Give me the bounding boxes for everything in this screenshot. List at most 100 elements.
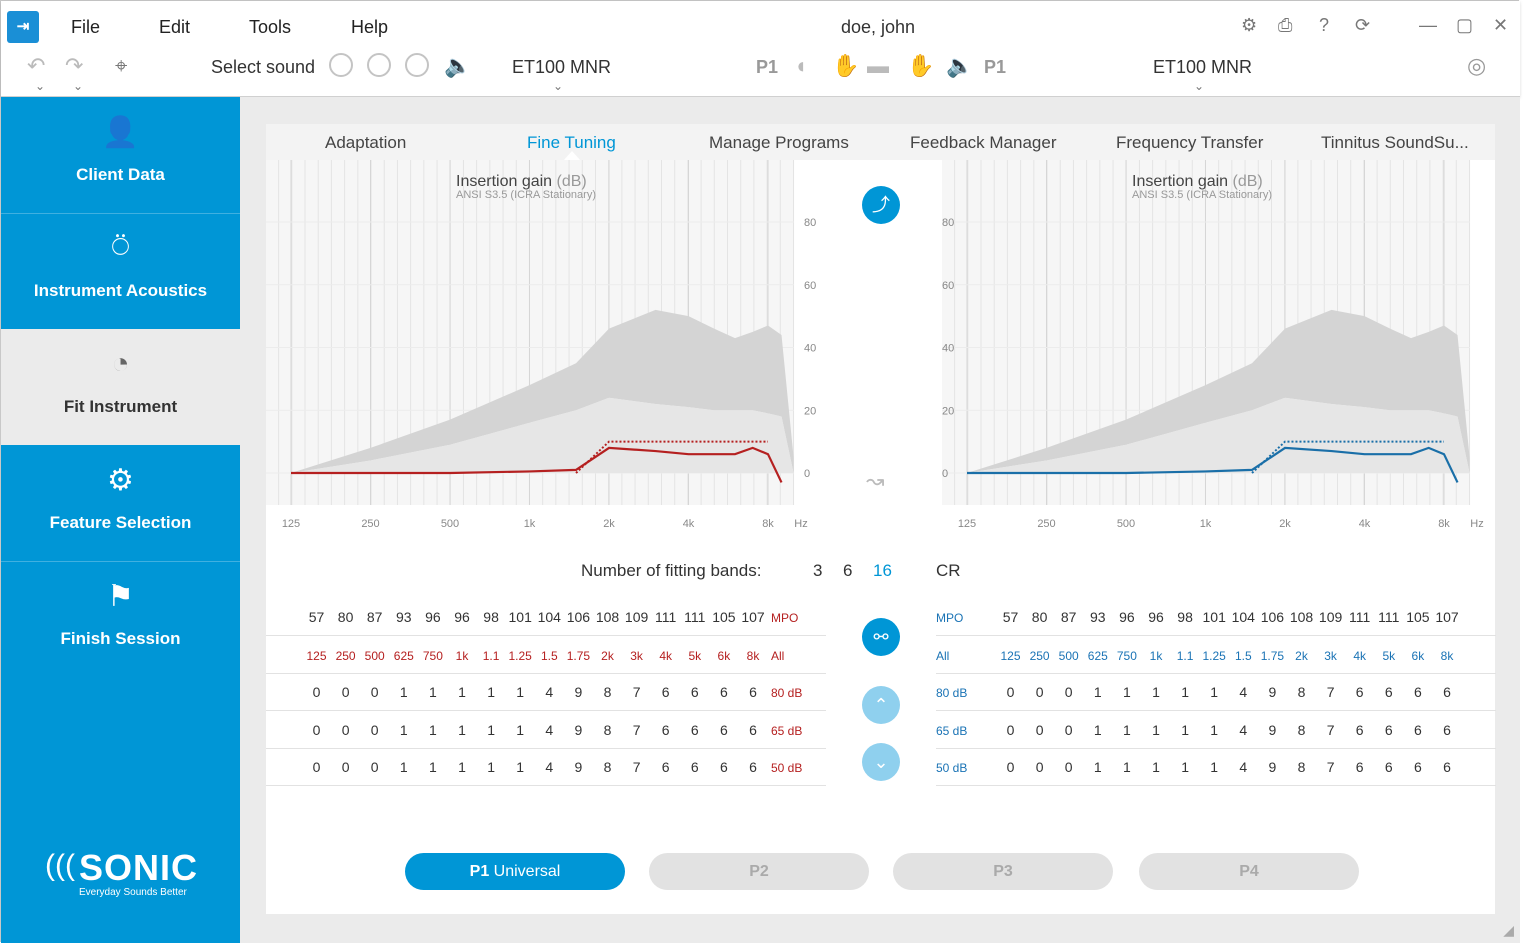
table-cell[interactable]: 1 — [1181, 759, 1189, 775]
row-label[interactable]: MPO — [936, 611, 964, 625]
fitting-band-16[interactable]: 16 — [873, 561, 892, 580]
row-label[interactable]: 50 dB — [936, 761, 968, 775]
table-cell[interactable]: 93 — [396, 609, 412, 625]
left-instrument-label[interactable]: ET100 MNR — [512, 57, 612, 77]
table-cell[interactable]: 106 — [1260, 609, 1285, 625]
table-cell[interactable]: 6 — [1413, 759, 1422, 775]
table-cell[interactable]: 1 — [1093, 759, 1102, 775]
table-cell[interactable]: 80 — [337, 609, 354, 625]
table-cell[interactable]: 104 — [1231, 609, 1255, 625]
table-cell[interactable]: 7 — [632, 721, 641, 738]
table-cell[interactable]: 625 — [393, 648, 414, 663]
redo-icon[interactable]: ↷ — [65, 53, 84, 78]
table-cell[interactable]: 6 — [749, 759, 757, 775]
program-button-p3[interactable]: P3 — [893, 853, 1113, 890]
tab-fine-tuning[interactable]: Fine Tuning — [527, 133, 616, 152]
table-cell[interactable]: 96 — [425, 609, 441, 625]
table-cell[interactable]: 6 — [1413, 721, 1422, 738]
table-cell[interactable]: 96 — [1148, 609, 1164, 625]
chart-view-button[interactable]: ⤴ — [862, 186, 900, 224]
fitting-band-3[interactable]: 3 — [813, 561, 823, 580]
maximize-icon[interactable]: ▢ — [1456, 15, 1474, 35]
right-insertion-gain-chart[interactable]: Insertion gain (dB)ANSI S3.5 (ICRA Stati… — [942, 160, 1502, 540]
table-cell[interactable]: 4 — [1239, 759, 1248, 775]
table-cell[interactable]: 96 — [454, 609, 470, 625]
table-cell[interactable]: 0 — [341, 721, 350, 738]
table-cell[interactable]: 6 — [1443, 721, 1451, 738]
table-cell[interactable]: 7 — [1326, 759, 1335, 775]
table-cell[interactable]: 1.5 — [1234, 648, 1252, 663]
table-cell[interactable]: 111 — [684, 609, 706, 625]
tab-manage-programs[interactable]: Manage Programs — [709, 133, 849, 152]
no-feedback-right-icon[interactable]: ✋ — [907, 53, 935, 78]
left-insertion-gain-chart[interactable]: Insertion gain (dB)ANSI S3.5 (ICRA Stati… — [266, 160, 826, 540]
table-cell[interactable]: 0 — [1064, 684, 1073, 700]
undo-dropdown-icon[interactable]: ⌄ — [35, 79, 46, 93]
wireless-icon[interactable]: ◎ — [1467, 53, 1487, 78]
table-cell[interactable]: 9 — [1268, 759, 1277, 775]
fitting-band-6[interactable]: 6 — [843, 561, 853, 580]
table-cell[interactable]: 625 — [1087, 648, 1108, 663]
table-cell[interactable]: 8 — [1297, 721, 1306, 738]
table-cell[interactable]: 98 — [1177, 609, 1193, 625]
cr-label[interactable]: CR — [936, 561, 961, 580]
table-cell[interactable]: 1 — [1210, 759, 1219, 775]
left-instrument-chevron-icon[interactable]: ⌄ — [553, 79, 564, 93]
table-cell[interactable]: 8k — [746, 648, 760, 663]
table-cell[interactable]: 80 — [1031, 609, 1048, 625]
link-sides-button[interactable]: ⚯ — [862, 618, 900, 656]
table-cell[interactable]: 1 — [516, 721, 525, 738]
table-cell[interactable]: 1 — [1093, 684, 1102, 700]
table-cell[interactable]: 107 — [741, 609, 765, 625]
table-cell[interactable]: 5k — [688, 648, 702, 663]
table-cell[interactable]: 4 — [545, 721, 554, 738]
table-cell[interactable]: 7 — [632, 759, 641, 775]
sync-icon[interactable]: ⟳ — [1355, 15, 1371, 35]
table-cell[interactable]: 1 — [458, 684, 466, 700]
table-cell[interactable]: 1 — [487, 721, 495, 738]
table-cell[interactable]: 6 — [719, 721, 728, 738]
table-cell[interactable]: 0 — [370, 759, 379, 775]
table-cell[interactable]: 500 — [364, 648, 385, 663]
table-cell[interactable]: 1.75 — [1260, 648, 1285, 663]
table-cell[interactable]: 6 — [690, 759, 699, 775]
mute-left-icon[interactable]: ◖ — [794, 53, 808, 78]
table-cell[interactable]: 6 — [1443, 759, 1451, 775]
sidebar-item-instrument-acoustics[interactable]: ⍥ Instrument Acoustics — [1, 213, 240, 329]
table-cell[interactable]: 108 — [595, 609, 620, 625]
table-cell[interactable]: 8 — [1297, 759, 1306, 775]
table-cell[interactable]: 1 — [428, 759, 437, 775]
table-cell[interactable]: 1 — [487, 759, 495, 775]
table-cell[interactable]: 111 — [1378, 609, 1400, 625]
table-cell[interactable]: 7 — [1326, 684, 1335, 700]
redo-dropdown-icon[interactable]: ⌄ — [73, 79, 84, 93]
table-cell[interactable]: 250 — [335, 648, 356, 663]
table-cell[interactable]: 1.1 — [482, 648, 500, 663]
tab-tinnitus[interactable]: Tinnitus SoundSu... — [1321, 133, 1469, 152]
table-cell[interactable]: 0 — [1035, 684, 1044, 700]
table-cell[interactable]: 6k — [717, 648, 731, 663]
table-cell[interactable]: 101 — [1202, 609, 1226, 625]
row-label[interactable]: All — [771, 648, 785, 663]
menu-edit[interactable]: Edit — [159, 17, 191, 37]
table-cell[interactable]: 500 — [1058, 648, 1079, 663]
table-cell[interactable]: 125 — [1000, 648, 1021, 663]
table-cell[interactable]: 1 — [1210, 721, 1219, 738]
table-cell[interactable]: 6 — [1355, 684, 1364, 700]
right-instrument-chevron-icon[interactable]: ⌄ — [1194, 79, 1205, 93]
table-cell[interactable]: 6 — [1355, 721, 1364, 738]
table-cell[interactable]: 1 — [1181, 721, 1189, 738]
table-cell[interactable]: 1 — [1152, 684, 1160, 700]
table-cell[interactable]: 1.75 — [566, 648, 591, 663]
table-cell[interactable]: 0 — [1064, 759, 1073, 775]
table-cell[interactable]: 9 — [1268, 684, 1277, 700]
table-cell[interactable]: 1 — [1152, 759, 1160, 775]
table-cell[interactable]: 1 — [1210, 684, 1219, 700]
table-cell[interactable]: 6 — [719, 759, 728, 775]
sidebar-item-feature-selection[interactable]: ⚙ Feature Selection — [1, 445, 240, 561]
row-label[interactable]: MPO — [771, 611, 799, 625]
table-cell[interactable]: 87 — [1060, 609, 1077, 625]
program-button-p1[interactable]: P1 Universal — [405, 853, 625, 890]
table-cell[interactable]: 6 — [1413, 684, 1422, 700]
table-cell[interactable]: 4k — [1353, 648, 1367, 663]
